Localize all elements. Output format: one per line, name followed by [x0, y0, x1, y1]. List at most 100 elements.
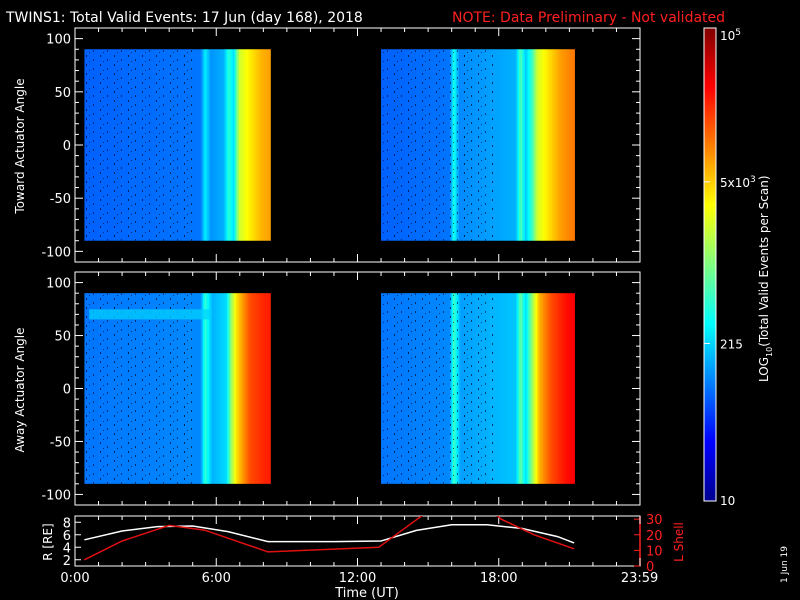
heatmap-column: [498, 293, 500, 484]
heatmap-noise: [84, 293, 198, 484]
heatmap-column: [246, 293, 249, 484]
heatmap-noise: [381, 49, 495, 241]
heatmap-column: [550, 293, 553, 484]
heatmap-column: [559, 293, 562, 484]
heatmap-column: [562, 49, 565, 241]
heatmap-column: [538, 49, 541, 241]
y-tick-label-left: 8: [63, 516, 71, 531]
heatmap-column: [547, 293, 550, 484]
heatmap-column: [507, 293, 509, 484]
heatmap-column: [198, 293, 201, 484]
heatmap-column: [543, 293, 545, 484]
heatmap-column: [567, 49, 569, 241]
heatmap-column: [528, 49, 530, 241]
heatmap-column: [571, 293, 574, 484]
heatmap-column: [525, 49, 527, 241]
heatmap-column: [220, 293, 223, 484]
heatmap-column: [570, 49, 572, 241]
heatmap-column: [234, 293, 237, 484]
heatmap-column: [526, 293, 529, 484]
heatmap-column: [238, 293, 241, 484]
y-tick-label: -100: [41, 245, 71, 260]
y-tick-label-right: 10: [646, 544, 663, 559]
toward-axes: 100 50 0 -50 -100: [41, 27, 641, 263]
heatmap-column: [268, 49, 271, 241]
heatmap-column: [507, 49, 509, 241]
heatmap-column: [249, 49, 252, 241]
heatmap-column: [558, 293, 560, 484]
heatmap-column: [262, 49, 265, 241]
heatmap-column: [525, 293, 527, 484]
colorbar-label: LOG10(Total Valid Events per Scan): [757, 175, 774, 382]
heatmap-column: [202, 293, 205, 484]
away-heatmap: [84, 293, 575, 484]
heatmap-column: [550, 49, 553, 241]
heatmap-column: [532, 49, 535, 241]
heatmap-column: [531, 49, 533, 241]
heatmap-column: [496, 293, 499, 484]
y-tick-label: 100: [46, 33, 71, 48]
heatmap-column: [256, 293, 259, 484]
heatmap-column: [213, 293, 216, 484]
heatmap-column: [231, 293, 234, 484]
y-tick-label: 50: [54, 330, 71, 345]
heatmap-column: [226, 293, 229, 484]
footer-date: 1 Jun 19: [780, 546, 790, 583]
heatmap-column: [247, 293, 250, 484]
heatmap-column: [264, 49, 267, 241]
heatmap-band: [89, 309, 212, 320]
orbit-lines: [84, 516, 575, 561]
heatmap-column: [219, 293, 222, 484]
heatmap-column: [216, 49, 219, 241]
colorbar-tick-label: 5x103: [720, 175, 756, 190]
heatmap-column: [502, 293, 505, 484]
y-tick-label-left: 6: [63, 529, 71, 544]
heatmap-column: [249, 293, 252, 484]
heatmap-column: [555, 49, 557, 241]
heatmap-column: [265, 293, 268, 484]
toward-heatmap: [84, 49, 575, 241]
x-tick-label: 6:00: [202, 571, 231, 586]
heatmap-column: [214, 49, 217, 241]
heatmap-column: [567, 293, 569, 484]
heatmap-column: [573, 293, 575, 484]
heatmap-column: [264, 293, 267, 484]
heatmap-column: [532, 293, 535, 484]
heatmap-column: [267, 293, 270, 484]
heatmap-column: [196, 293, 199, 484]
heatmap-noise: [381, 293, 495, 484]
heatmap-column: [250, 49, 253, 241]
heatmap-column: [238, 49, 241, 241]
heatmap-column: [528, 293, 530, 484]
heatmap-column: [253, 293, 256, 484]
heatmap-column: [520, 49, 523, 241]
heatmap-column: [229, 293, 232, 484]
heatmap-column: [565, 49, 568, 241]
heatmap-column: [522, 49, 524, 241]
heatmap-column: [519, 49, 521, 241]
y-tick-label-right: 0: [646, 560, 654, 575]
heatmap-column: [549, 293, 551, 484]
heatmap-column: [234, 49, 237, 241]
heatmap-column: [556, 293, 559, 484]
heatmap-column: [501, 293, 503, 484]
heatmap-column: [526, 49, 529, 241]
colorbar-tick-label: 105: [720, 28, 741, 43]
heatmap-column: [513, 49, 515, 241]
y-tick-label: -50: [50, 435, 71, 450]
heatmap-column: [267, 49, 270, 241]
radius-line: [84, 524, 575, 544]
orbit-y-label-right: L Shell: [672, 522, 686, 562]
y-tick-label: 100: [46, 277, 71, 292]
l-shell-line: [496, 516, 575, 550]
heatmap-column: [534, 49, 536, 241]
heatmap-column: [235, 293, 238, 484]
heatmap-column: [537, 49, 539, 241]
heatmap-column: [546, 49, 548, 241]
y-tick-label: 0: [63, 383, 71, 398]
heatmap-column: [210, 49, 213, 241]
colorbar: 10 215 5x103 105 LOG10(Total Valid Events p…: [703, 27, 774, 508]
heatmap-column: [244, 49, 247, 241]
heatmap-column: [217, 293, 220, 484]
